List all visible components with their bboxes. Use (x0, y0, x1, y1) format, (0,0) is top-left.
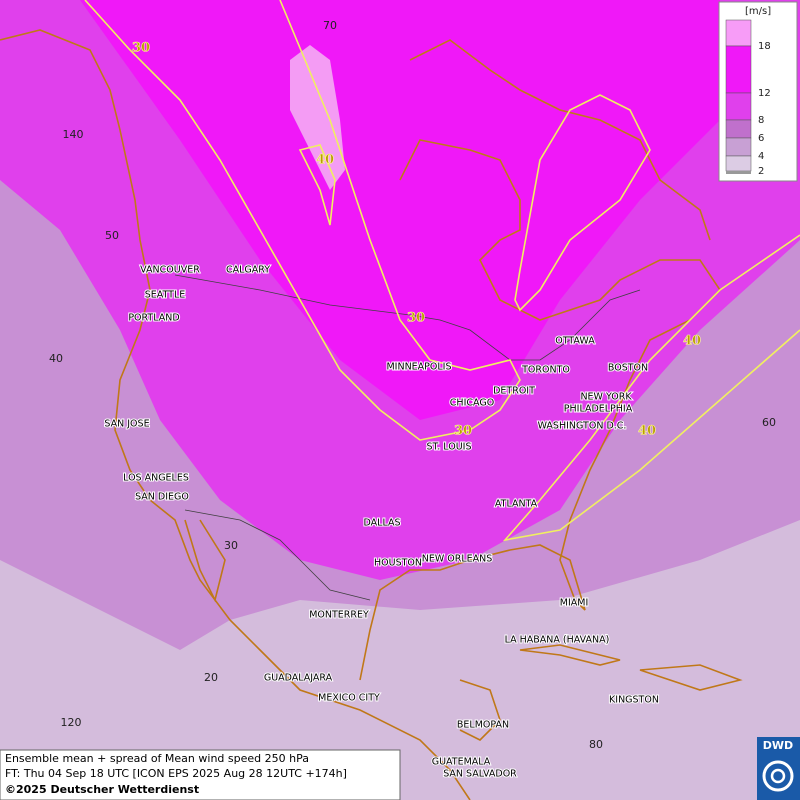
legend-label: 4 (758, 151, 764, 162)
legend-swatch (725, 92, 752, 121)
coastlines (0, 29, 743, 800)
legend-label: 2 (758, 166, 764, 177)
city-label: DALLAS (364, 518, 401, 529)
legend-swatch (725, 155, 752, 172)
city-label: SAN SALVADOR (443, 769, 517, 780)
city-label: CHICAGO (450, 398, 494, 409)
legend-label: 6 (758, 133, 764, 144)
legend-swatch (725, 19, 752, 47)
city-label: MONTERREY (309, 610, 369, 621)
logo-text: DWD (763, 739, 793, 752)
footer-copyright: ©2025 Deutscher Wetterdienst (5, 783, 199, 796)
city-label: NEW YORK (580, 392, 632, 403)
grid-label: 70 (323, 19, 337, 32)
legend-swatch (725, 137, 752, 157)
legend-swatch (725, 119, 752, 139)
grid-label: 40 (49, 352, 63, 365)
city-label: HOUSTON (374, 558, 422, 569)
legend: [m/s] 18 12 8 6 4 2 (718, 1, 798, 182)
legend-swatch (726, 171, 751, 174)
logo-icon (770, 768, 786, 784)
city-label: NEW ORLEANS (422, 554, 493, 565)
grid-label: 80 (589, 738, 603, 751)
legend-label: 12 (758, 88, 771, 99)
field-mid-west (0, 380, 60, 470)
contour-label: 40 (316, 153, 334, 168)
city-label: OTTAWA (555, 336, 595, 347)
city-label: LOS ANGELES (123, 473, 189, 484)
city-label: ATLANTA (495, 499, 538, 510)
field-max (80, 0, 720, 420)
contour-label: 30 (132, 41, 150, 56)
footer-box (0, 749, 401, 800)
city-label: PORTLAND (128, 313, 179, 324)
city-label: MINNEAPOLIS (386, 362, 451, 373)
city-label: TORONTO (521, 365, 570, 376)
city-label: GUADALAJARA (264, 673, 333, 684)
city-label: WASHINGTON D.C. (538, 421, 627, 432)
grid-label: 20 (204, 671, 218, 684)
grid-label: 140 (63, 128, 84, 141)
footer-time: FT: Thu 04 Sep 18 UTC [ICON EPS 2025 Aug… (5, 767, 347, 780)
city-label: DETROIT (493, 386, 535, 397)
city-label: SAN DIEGO (135, 492, 189, 503)
city-label: GUATEMALA (432, 757, 491, 768)
logo-icon (762, 760, 794, 792)
city-label: ST. LOUIS (427, 442, 472, 453)
city-label: MIAMI (560, 598, 589, 609)
city-label: LA HABANA (HAVANA) (505, 635, 610, 646)
legend-unit: [m/s] (745, 6, 771, 17)
grid-label: 50 (105, 229, 119, 242)
legend-label: 18 (758, 41, 771, 52)
field-peak (290, 45, 345, 190)
grid-label: 30 (224, 539, 238, 552)
city-label: BOSTON (608, 363, 648, 374)
contour-label: 30 (454, 424, 472, 439)
city-label: CALGARY (226, 265, 270, 276)
contour-label: 30 (407, 311, 425, 326)
grid-label: 60 (762, 416, 776, 429)
legend-swatch (725, 45, 752, 94)
borders (174, 274, 641, 601)
city-label: SEATTLE (145, 290, 186, 301)
city-label: PHILADELPHIA (564, 404, 633, 415)
city-label: MEXICO CITY (318, 693, 380, 704)
contour-label: 40 (638, 424, 656, 439)
city-label: BELMOPAN (457, 720, 509, 731)
contours (84, 0, 800, 542)
city-label: SAN JOSE (104, 419, 149, 430)
city-label: VANCOUVER (140, 265, 200, 276)
footer-title: Ensemble mean + spread of Mean wind spee… (5, 752, 309, 765)
contour-label: 40 (683, 334, 701, 349)
city-label: KINGSTON (609, 695, 659, 706)
legend-label: 8 (758, 115, 764, 126)
grid-label: 120 (61, 716, 82, 729)
